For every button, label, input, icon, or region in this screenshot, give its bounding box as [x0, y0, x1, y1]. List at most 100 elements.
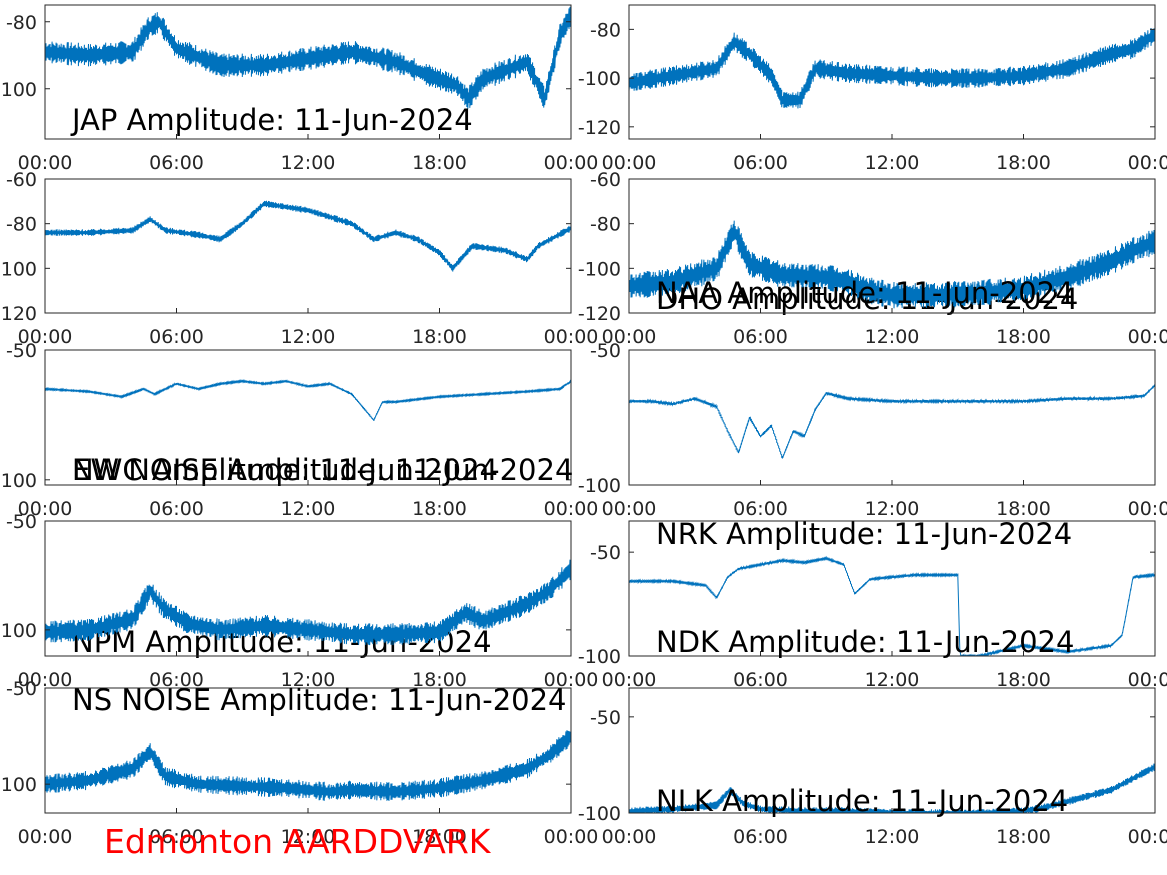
data-point	[263, 203, 265, 205]
y-tick-label: -120	[578, 303, 621, 325]
x-tick-label: 12:00	[281, 152, 336, 174]
data-point	[770, 75, 773, 77]
x-tick-label: 06:00	[733, 326, 788, 348]
data-point	[482, 78, 484, 80]
data-point	[792, 430, 795, 432]
x-tick-label: 00:00	[18, 326, 73, 348]
data-point	[164, 229, 167, 231]
data-point	[351, 223, 353, 225]
data-point	[132, 229, 134, 231]
data-point	[979, 292, 981, 294]
data-point	[672, 580, 674, 582]
data-point	[88, 232, 90, 234]
data-point	[1132, 249, 1134, 252]
data-point	[1110, 789, 1112, 791]
data-point	[854, 593, 856, 595]
x-tick-label: 00:00	[544, 669, 599, 691]
data-point	[559, 34, 561, 36]
data-point	[456, 84, 458, 86]
x-tick-label: 00:00	[18, 498, 73, 520]
data-point	[748, 416, 751, 419]
data-point	[957, 574, 959, 576]
data-point	[526, 768, 528, 770]
data-point	[799, 99, 801, 101]
y-tick-label: -100	[578, 68, 621, 90]
data-point	[197, 783, 199, 785]
data-point	[1066, 800, 1068, 803]
data-point	[891, 576, 893, 578]
data-point	[452, 267, 454, 269]
data-point	[825, 392, 827, 394]
panel-0: -80 -100 00:00 06:00 12:00 18:00 00:00 JAP Ampl…	[0, 4, 598, 174]
series-line-5	[629, 383, 1155, 459]
data-point	[1044, 806, 1046, 808]
data-point	[88, 54, 90, 56]
data-point	[716, 406, 718, 408]
data-point	[351, 789, 353, 791]
panel-title: NAA Amplitude: 11-Jun-2024	[656, 276, 1074, 310]
data-point	[149, 218, 151, 220]
x-tick-label: 00:00	[1128, 152, 1167, 174]
panel-title: JAP Amplitude: 11-Jun-2024	[70, 103, 473, 137]
panel-title: NWC Amplitude: 11-Jun-2024	[72, 453, 498, 487]
data-point	[175, 47, 178, 50]
data-point	[263, 383, 265, 385]
series-line-1	[629, 27, 1155, 109]
data-point	[548, 590, 550, 592]
data-point	[219, 629, 221, 631]
panel-3: -60-80-100-12000:0006:0012:0018:0000:00N…	[578, 169, 1167, 551]
x-tick-label: 06:00	[149, 152, 204, 174]
x-tick-label: 18:00	[412, 326, 467, 348]
x-tick-label: 06:00	[149, 669, 204, 691]
data-point	[482, 620, 484, 622]
data-point	[979, 400, 981, 402]
x-tick-label: 00:00	[602, 152, 657, 174]
x-tick-label: 12:00	[865, 326, 920, 348]
data-point	[770, 425, 773, 427]
data-point	[143, 388, 145, 390]
y-tick-label: -80	[590, 214, 621, 236]
y-tick-label: -100	[578, 646, 621, 668]
data-point	[149, 590, 151, 592]
x-tick-label: 18:00	[412, 669, 467, 691]
data-point	[825, 557, 827, 560]
data-point	[526, 258, 528, 260]
data-point	[537, 245, 539, 247]
data-point	[88, 629, 90, 631]
data-point	[759, 435, 762, 437]
data-point	[935, 400, 937, 402]
data-point	[373, 419, 375, 421]
panel-title: NS NOISE Amplitude: 11-Jun-2024	[72, 683, 567, 717]
y-tick-label: -50	[590, 707, 621, 729]
x-tick-label: 18:00	[412, 826, 467, 848]
data-point	[913, 574, 915, 576]
data-point	[263, 624, 265, 627]
axes-box	[44, 178, 572, 314]
x-tick-label: 00:00	[18, 669, 73, 691]
data-point	[748, 263, 751, 265]
data-point	[1066, 398, 1068, 400]
data-point	[307, 385, 309, 387]
data-point	[1022, 645, 1025, 647]
data-point	[197, 388, 199, 390]
data-point	[351, 393, 353, 395]
x-tick-label: 12:00	[281, 669, 336, 691]
data-point	[716, 597, 718, 599]
data-point	[727, 430, 729, 432]
data-point	[526, 390, 528, 393]
data-point	[427, 74, 430, 76]
data-point	[803, 561, 805, 564]
data-point	[504, 249, 506, 252]
data-point	[1022, 75, 1025, 77]
panel-title: NDK Amplitude: 11-Jun-2024	[656, 625, 1074, 659]
x-tick-label: 06:00	[149, 826, 204, 848]
data-point	[526, 61, 528, 63]
y-tick-label: -80	[6, 214, 37, 236]
x-tick-label: 00:00	[1128, 326, 1167, 348]
y-tick-label: -50	[6, 678, 37, 700]
data-point	[759, 564, 762, 566]
x-tick-label: 00:00	[602, 498, 657, 520]
data-point	[395, 633, 397, 635]
data-point	[132, 768, 134, 770]
